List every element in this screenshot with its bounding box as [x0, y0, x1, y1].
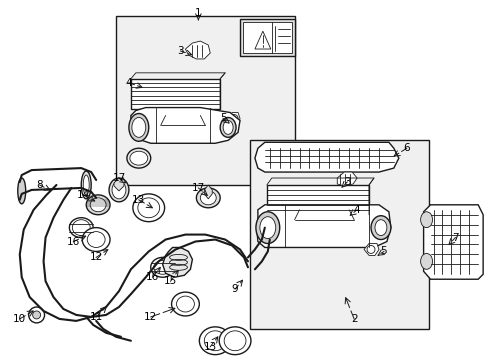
Bar: [266, 185, 368, 215]
Ellipse shape: [200, 191, 216, 205]
Circle shape: [230, 114, 238, 122]
Ellipse shape: [220, 117, 236, 137]
Text: 3: 3: [177, 46, 183, 56]
Polygon shape: [254, 142, 398, 172]
Polygon shape: [185, 41, 210, 59]
Polygon shape: [131, 108, 240, 143]
Polygon shape: [114, 178, 123, 191]
Ellipse shape: [171, 292, 199, 316]
Ellipse shape: [132, 117, 145, 137]
Ellipse shape: [153, 260, 171, 274]
Circle shape: [33, 311, 41, 319]
Text: 8: 8: [36, 180, 43, 190]
Ellipse shape: [83, 175, 89, 195]
Ellipse shape: [133, 194, 164, 222]
Ellipse shape: [224, 331, 245, 351]
Ellipse shape: [420, 253, 432, 269]
Ellipse shape: [109, 178, 129, 202]
Text: 9: 9: [231, 284, 238, 294]
Ellipse shape: [87, 231, 105, 247]
Ellipse shape: [176, 296, 194, 312]
Ellipse shape: [81, 171, 91, 199]
Circle shape: [366, 246, 374, 253]
Ellipse shape: [196, 188, 220, 208]
Ellipse shape: [112, 181, 126, 199]
Polygon shape: [254, 31, 270, 49]
Ellipse shape: [223, 121, 233, 134]
Ellipse shape: [255, 212, 279, 243]
Polygon shape: [256, 205, 390, 247]
Text: 10: 10: [13, 314, 26, 324]
Text: 12: 12: [144, 312, 157, 322]
Bar: [249, 140, 427, 329]
Text: 16: 16: [146, 272, 159, 282]
Ellipse shape: [90, 198, 106, 212]
Text: 6: 6: [403, 143, 409, 153]
Text: 5: 5: [220, 113, 226, 123]
Bar: [243, 22, 291, 53]
Text: 16: 16: [66, 237, 80, 247]
Text: 1: 1: [195, 8, 201, 18]
Ellipse shape: [86, 195, 110, 215]
Bar: [131, 79, 220, 109]
Ellipse shape: [420, 212, 432, 228]
Ellipse shape: [150, 257, 174, 277]
Text: 7: 7: [451, 233, 458, 243]
Bar: [116, 16, 294, 185]
Ellipse shape: [199, 327, 231, 355]
Text: 17: 17: [191, 183, 204, 193]
Ellipse shape: [370, 216, 390, 239]
Ellipse shape: [219, 327, 250, 355]
Text: 13: 13: [132, 195, 145, 205]
Polygon shape: [337, 172, 356, 186]
Text: 17: 17: [112, 173, 125, 183]
Ellipse shape: [204, 331, 225, 351]
Polygon shape: [163, 247, 192, 277]
Text: 15: 15: [163, 276, 177, 286]
Text: 11: 11: [89, 312, 102, 322]
Text: 3: 3: [343, 177, 350, 187]
Text: 14: 14: [77, 190, 90, 200]
Text: 2: 2: [350, 314, 357, 324]
Circle shape: [29, 307, 44, 323]
Ellipse shape: [72, 220, 90, 235]
Ellipse shape: [138, 198, 160, 218]
Ellipse shape: [130, 151, 147, 165]
Text: 4: 4: [353, 205, 360, 215]
Ellipse shape: [129, 113, 148, 141]
Text: 12: 12: [89, 252, 102, 262]
Bar: [240, 19, 294, 56]
Ellipse shape: [127, 148, 150, 168]
Polygon shape: [364, 243, 378, 255]
Polygon shape: [204, 185, 212, 199]
Ellipse shape: [259, 217, 275, 239]
Ellipse shape: [18, 178, 26, 204]
Text: 13: 13: [203, 342, 217, 352]
Polygon shape: [423, 205, 482, 279]
Text: 5: 5: [380, 247, 386, 256]
Text: 4: 4: [125, 78, 132, 88]
Polygon shape: [228, 113, 240, 125]
Ellipse shape: [69, 218, 93, 238]
Ellipse shape: [82, 228, 110, 251]
Ellipse shape: [374, 220, 386, 235]
